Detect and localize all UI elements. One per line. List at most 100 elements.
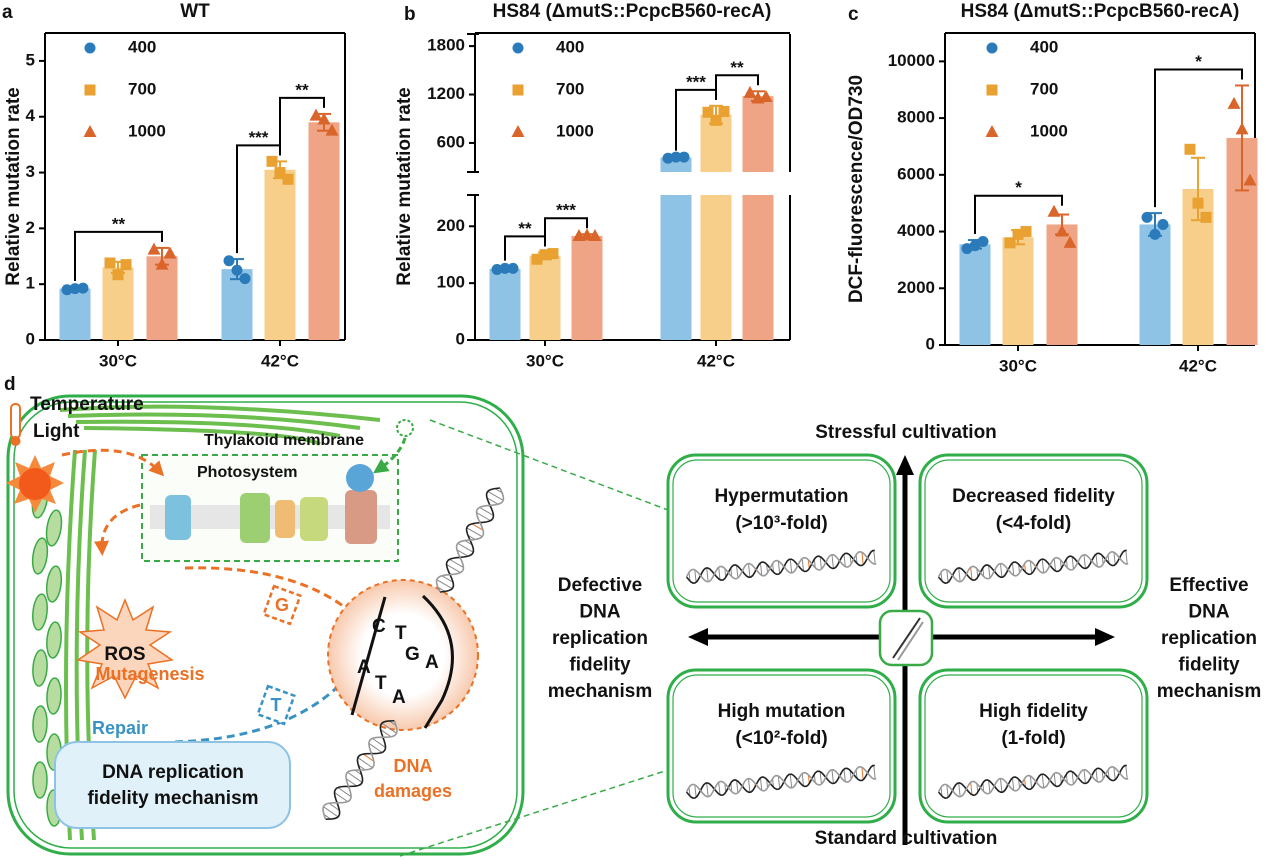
helix-rung <box>457 542 474 553</box>
thylakoid <box>32 649 48 687</box>
helix-strand <box>322 720 398 820</box>
x-arrowhead <box>1095 628 1115 646</box>
significance-bracket <box>74 230 163 281</box>
right-axis-label: mechanism <box>1157 681 1262 702</box>
data-point <box>1227 96 1241 109</box>
zoom-line <box>399 769 669 857</box>
thylakoid <box>75 419 341 438</box>
significance-bracket <box>1154 68 1243 208</box>
helix-rung <box>1071 556 1074 570</box>
data-point <box>1055 224 1069 237</box>
y-arrowhead <box>896 455 914 475</box>
helix-rung <box>718 567 721 580</box>
helix-rung <box>718 782 721 795</box>
helix-rung <box>958 782 961 797</box>
helix-rung <box>946 569 949 583</box>
helix-rung <box>487 490 504 501</box>
legend-marker <box>84 84 96 96</box>
helix-rung <box>999 778 1003 793</box>
helix-rung <box>843 554 846 567</box>
legend-marker <box>986 84 998 96</box>
helix-rung <box>970 567 973 580</box>
data-point <box>1020 226 1032 238</box>
right-axis-label: DNA <box>1188 602 1229 623</box>
cell-membrane <box>13 401 518 849</box>
bar <box>59 288 91 340</box>
bar <box>1139 224 1171 345</box>
helix-strand <box>937 764 1127 799</box>
helix-rung <box>363 753 375 762</box>
helix-rung <box>766 779 769 788</box>
fidelity-label: fidelity mechanism <box>87 788 258 809</box>
helix-rung <box>849 770 852 780</box>
helix-rung <box>759 777 763 791</box>
legend-label: 700 <box>128 79 156 98</box>
x-tick-label: 42°C <box>261 351 299 370</box>
y-tick-label: 1200 <box>427 84 465 103</box>
quadrant-detail: (<4-fold) <box>996 513 1071 534</box>
helix-rung <box>380 729 392 738</box>
mutagenesis-label: Mutagenesis <box>95 664 204 684</box>
helix-rung <box>940 572 943 582</box>
helix-rung <box>437 586 446 592</box>
y-tick-label: 2 <box>26 218 35 237</box>
helix-rung <box>1095 769 1098 782</box>
thylakoid <box>83 426 321 446</box>
helix-rung <box>471 523 484 531</box>
y-tick-label: 4 <box>26 106 36 125</box>
helix-strand <box>435 487 505 593</box>
helix-rung <box>747 778 751 793</box>
damages-label: DNA <box>394 756 433 776</box>
helix <box>685 549 877 584</box>
base: A <box>357 657 371 678</box>
quadrant-inner <box>924 674 1143 818</box>
legend-label: 1000 <box>128 121 166 140</box>
data-point <box>1012 228 1024 240</box>
quadrant-inner <box>672 674 891 818</box>
helix-rung <box>801 558 805 572</box>
data-point <box>266 155 278 167</box>
legend-marker <box>84 42 96 54</box>
quadrant-inner <box>672 459 891 603</box>
helix-strand <box>937 549 1127 584</box>
base: A <box>392 687 406 708</box>
helix-rung <box>873 765 876 780</box>
helix-rung <box>688 787 691 797</box>
bar-lower-part <box>742 195 774 340</box>
significance-label: ** <box>518 219 532 238</box>
thylakoid <box>31 537 49 575</box>
data-point <box>718 105 730 117</box>
helix-rung <box>464 540 473 546</box>
bar <box>308 122 340 341</box>
bar-lower-part <box>660 195 692 340</box>
y-axis-label: Relative mutation rate <box>394 87 415 286</box>
protein <box>300 497 328 541</box>
y-tick-label: 200 <box>437 216 465 235</box>
helix-rung <box>688 572 691 582</box>
quadrant-inner <box>924 459 1143 603</box>
protein <box>346 464 374 492</box>
helix-rung <box>323 813 331 820</box>
helix-rung <box>1065 559 1068 568</box>
data-point <box>678 151 690 163</box>
helix-rung <box>706 782 709 797</box>
y-tick-label: 1 <box>26 274 35 293</box>
bar <box>742 96 774 172</box>
helix-rung <box>694 569 697 583</box>
helix <box>435 487 505 593</box>
center-helix <box>897 621 924 661</box>
helix-rung <box>819 771 822 785</box>
legend-marker <box>985 125 999 137</box>
base-box <box>262 584 302 626</box>
thylakoid <box>32 705 48 743</box>
panel-label: a <box>2 2 13 23</box>
helix-rung <box>747 563 751 578</box>
helix-rung <box>807 559 810 569</box>
y-tick-label: 4000 <box>897 221 935 240</box>
data-point <box>1200 211 1212 223</box>
data-point <box>147 242 161 255</box>
helix-rung <box>357 757 373 769</box>
significance-bracket <box>544 217 588 247</box>
panel-label: b <box>404 4 416 25</box>
t-label: T <box>271 695 282 715</box>
